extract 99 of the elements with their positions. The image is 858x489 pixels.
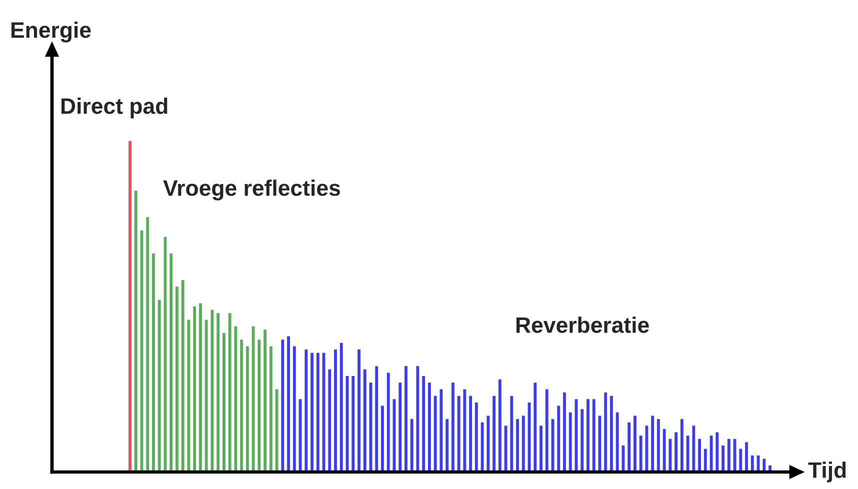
bar (480, 422, 484, 472)
annotation: Vroege reflecties (163, 180, 340, 200)
bar (586, 399, 590, 472)
bar (451, 382, 454, 472)
bar (287, 336, 290, 472)
bar (474, 402, 478, 472)
bar (510, 396, 514, 472)
bar (563, 392, 566, 472)
bar (316, 352, 320, 472)
bar (375, 366, 378, 472)
bar (240, 340, 244, 472)
bar (557, 406, 560, 472)
bar (264, 330, 267, 472)
bar (633, 416, 636, 472)
bar (686, 436, 690, 472)
bar (363, 369, 366, 472)
bar (328, 369, 332, 472)
bar (651, 416, 654, 472)
bar (639, 436, 642, 472)
bar (381, 406, 384, 472)
bar (568, 412, 572, 472)
bar (258, 340, 261, 472)
bar (386, 372, 390, 472)
bar (128, 141, 132, 472)
bar (668, 438, 672, 472)
bar (457, 396, 460, 472)
bar (340, 342, 343, 472)
bar (516, 419, 519, 472)
bar (304, 350, 308, 472)
bar (628, 422, 631, 472)
bar (134, 190, 138, 472)
bar (662, 428, 666, 472)
bar (281, 340, 284, 472)
bar (416, 366, 420, 472)
bar (680, 419, 684, 472)
y-axis-title: Energie (11, 22, 91, 42)
bar (498, 379, 502, 472)
bar (522, 416, 525, 472)
bar (146, 217, 150, 472)
bar (469, 396, 472, 472)
bar (252, 326, 255, 472)
bar (152, 254, 155, 472)
bar (269, 346, 272, 472)
bar (181, 280, 184, 472)
bar (428, 382, 431, 472)
bar (193, 306, 196, 472)
bar (216, 313, 220, 472)
bar (616, 412, 619, 472)
bar (434, 396, 437, 472)
bar (176, 286, 178, 472)
bar (234, 326, 238, 472)
bar (745, 442, 748, 472)
bar (310, 352, 314, 472)
bar (198, 303, 202, 472)
bar (727, 438, 730, 472)
bar (358, 350, 360, 472)
bar (716, 432, 719, 472)
bar (228, 313, 232, 472)
bar (440, 389, 443, 472)
annotation: Reverberatie (516, 316, 649, 333)
bar (170, 254, 173, 472)
bar (656, 419, 660, 472)
bar (463, 389, 466, 472)
bar (692, 426, 696, 472)
bar (540, 426, 542, 472)
bar (739, 448, 742, 472)
bar (592, 399, 596, 472)
x-axis-title: Tijd (808, 462, 846, 482)
bar (580, 409, 584, 472)
bar (422, 376, 426, 472)
bar (275, 389, 278, 472)
bar (352, 376, 355, 472)
bar (187, 320, 190, 472)
bar (704, 448, 707, 472)
bar (622, 446, 625, 472)
bar (710, 436, 713, 472)
bar (210, 310, 214, 472)
bar (492, 396, 496, 472)
bar (674, 432, 678, 472)
bar (398, 382, 402, 472)
bar (545, 389, 548, 472)
bar (334, 350, 337, 472)
bar (222, 332, 226, 472)
bar (204, 320, 208, 472)
bar (292, 346, 296, 472)
bar (698, 438, 702, 472)
bar (246, 346, 249, 472)
bar (722, 446, 724, 472)
bar (750, 455, 754, 472)
bar (404, 366, 408, 472)
bar (534, 382, 537, 472)
bar (604, 392, 608, 472)
bar (610, 396, 613, 472)
bar (446, 419, 449, 472)
bar (645, 426, 648, 472)
bar (158, 300, 161, 472)
bar (410, 419, 414, 472)
bar (486, 416, 490, 472)
text: Direct pad (61, 98, 168, 118)
